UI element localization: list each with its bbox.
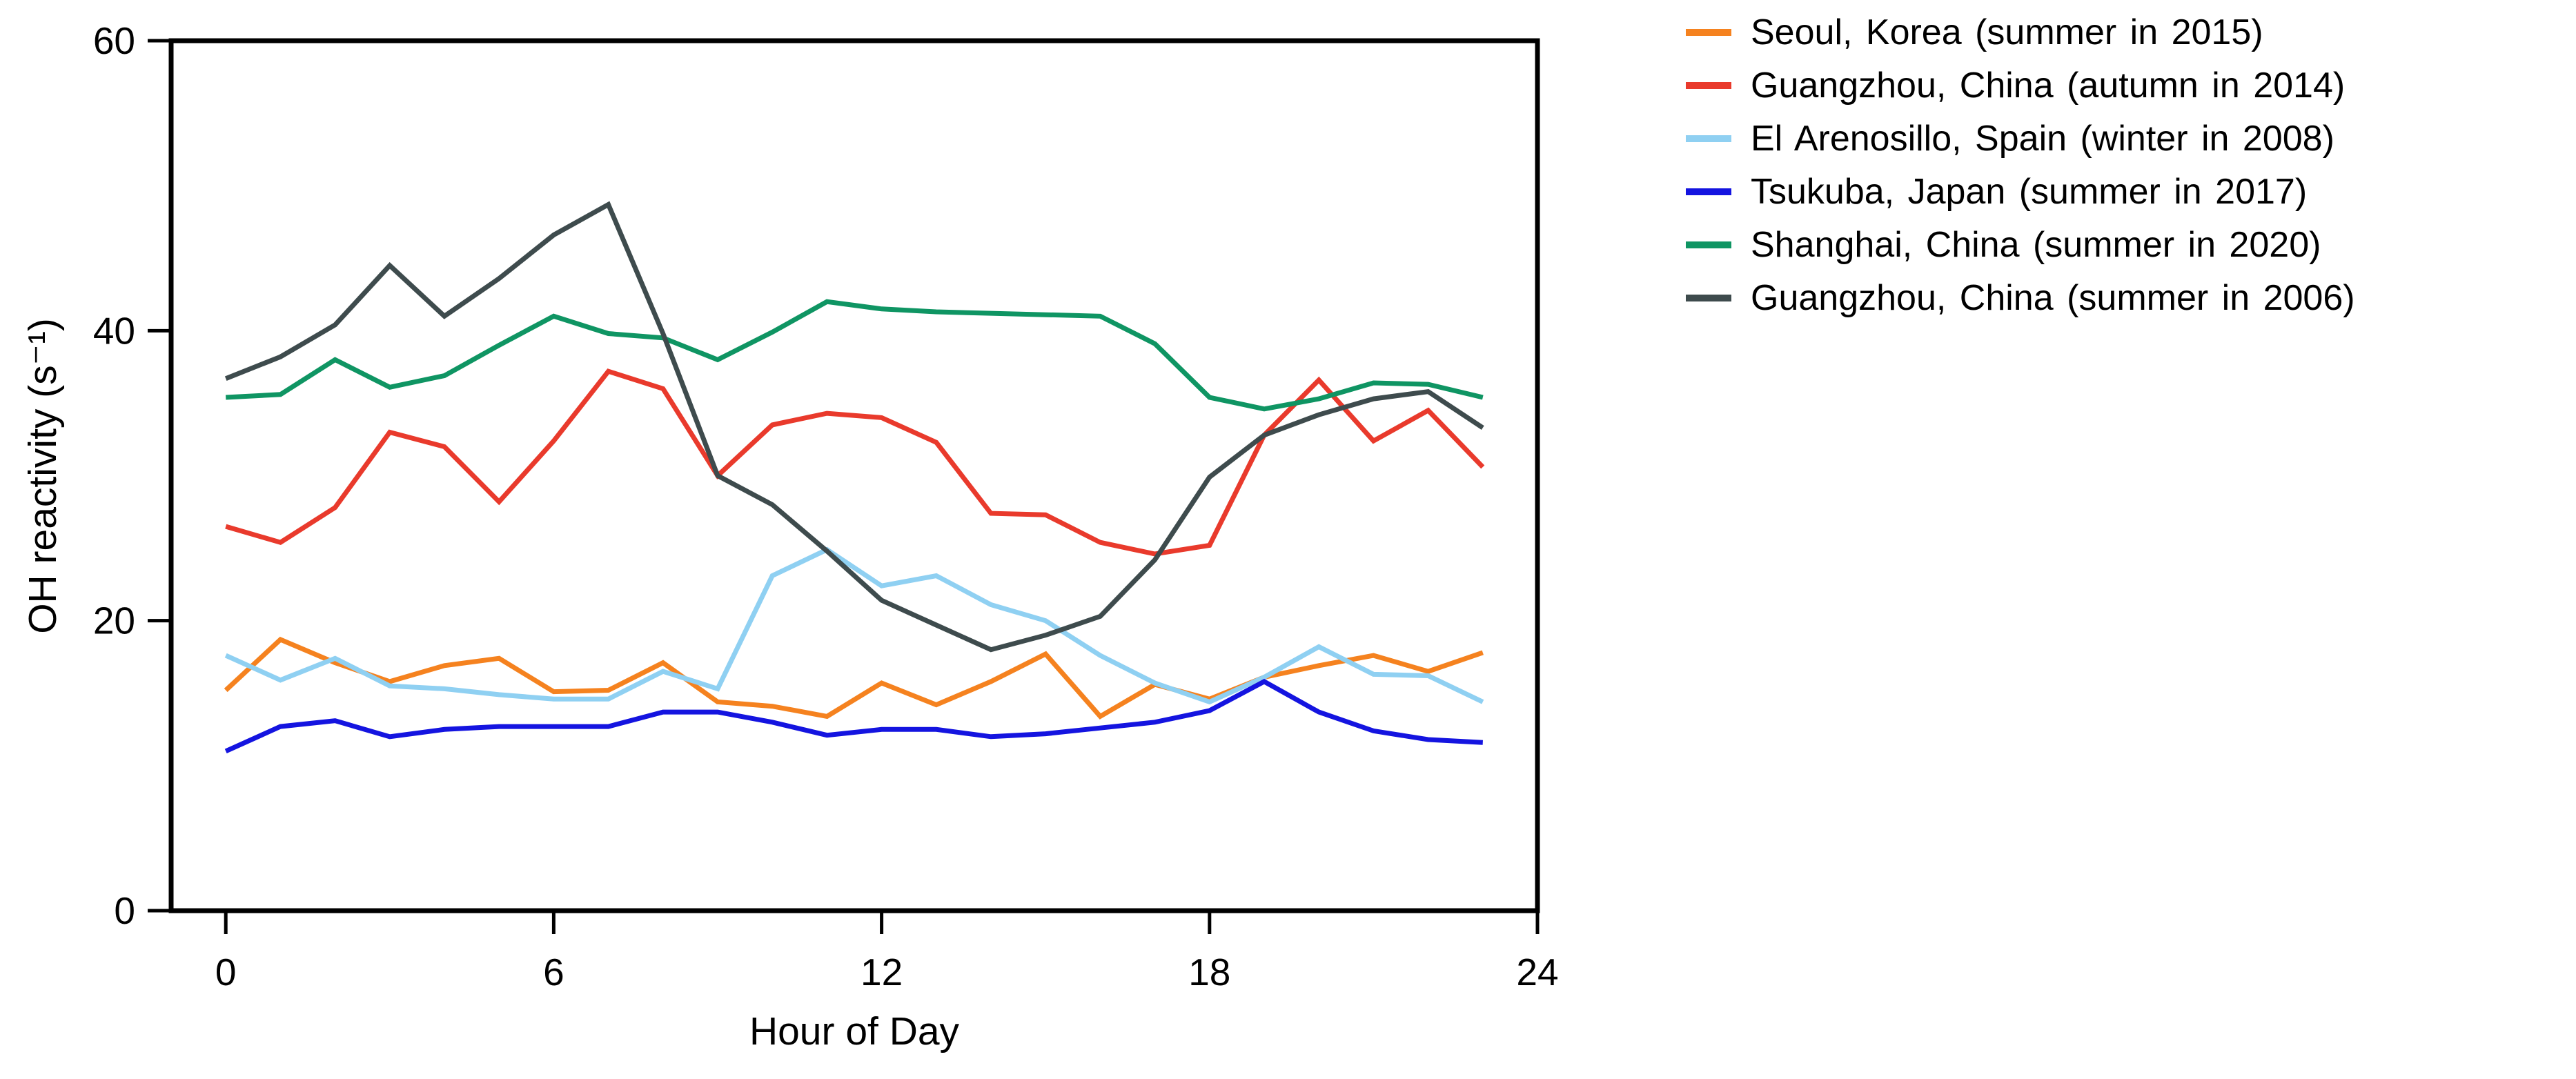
legend-item-1: Guangzhou, China (autumn in 2014) bbox=[1686, 67, 2355, 103]
legend-item-2: El Arenosillo, Spain (winter in 2008) bbox=[1686, 120, 2355, 157]
x-axis-label: Hour of Day bbox=[749, 1009, 960, 1053]
legend-line-swatch bbox=[1686, 188, 1731, 195]
y-axis-label: OH reactivity (s⁻¹) bbox=[21, 318, 65, 634]
x-tick-label: 0 bbox=[215, 951, 237, 993]
y-tick-label: 20 bbox=[93, 600, 135, 642]
legend-line-swatch bbox=[1686, 241, 1731, 248]
legend-label: El Arenosillo, Spain (winter in 2008) bbox=[1751, 118, 2334, 159]
legend-line-swatch bbox=[1686, 28, 1731, 36]
legend-label: Shanghai, China (summer in 2020) bbox=[1751, 224, 2321, 265]
series-line-3 bbox=[224, 678, 1483, 753]
x-tick-label: 12 bbox=[861, 951, 903, 993]
y-tick-label: 60 bbox=[93, 19, 135, 62]
series-line-0 bbox=[224, 636, 1484, 720]
series-line-4 bbox=[226, 299, 1484, 412]
legend-label: Guangzhou, China (autumn in 2014) bbox=[1751, 65, 2346, 106]
series-line-5 bbox=[224, 201, 1484, 653]
plot-frame bbox=[168, 38, 1540, 913]
legend-line-swatch bbox=[1686, 135, 1731, 142]
series-line-1 bbox=[225, 368, 1485, 557]
legend: Seoul, Korea (summer in 2015) Guangzhou, … bbox=[1686, 14, 2355, 316]
legend-item-5: Guangzhou, China (summer in 2006) bbox=[1686, 279, 2355, 316]
y-tick-label: 0 bbox=[114, 889, 135, 932]
x-tick-label: 18 bbox=[1188, 951, 1230, 993]
legend-label: Guangzhou, China (summer in 2006) bbox=[1751, 277, 2355, 318]
legend-line-swatch bbox=[1686, 294, 1731, 301]
legend-item-0: Seoul, Korea (summer in 2015) bbox=[1686, 14, 2355, 50]
y-tick-label: 40 bbox=[93, 309, 135, 352]
x-tick-label: 24 bbox=[1516, 951, 1558, 993]
legend-label: Tsukuba, Japan (summer in 2017) bbox=[1751, 171, 2308, 212]
legend-label: Seoul, Korea (summer in 2015) bbox=[1751, 12, 2263, 52]
x-tick-label: 6 bbox=[543, 951, 564, 993]
legend-item-3: Tsukuba, Japan (summer in 2017) bbox=[1686, 173, 2355, 210]
series-line-2 bbox=[224, 546, 1484, 705]
legend-line-swatch bbox=[1686, 81, 1731, 89]
legend-item-4: Shanghai, China (summer in 2020) bbox=[1686, 226, 2355, 263]
